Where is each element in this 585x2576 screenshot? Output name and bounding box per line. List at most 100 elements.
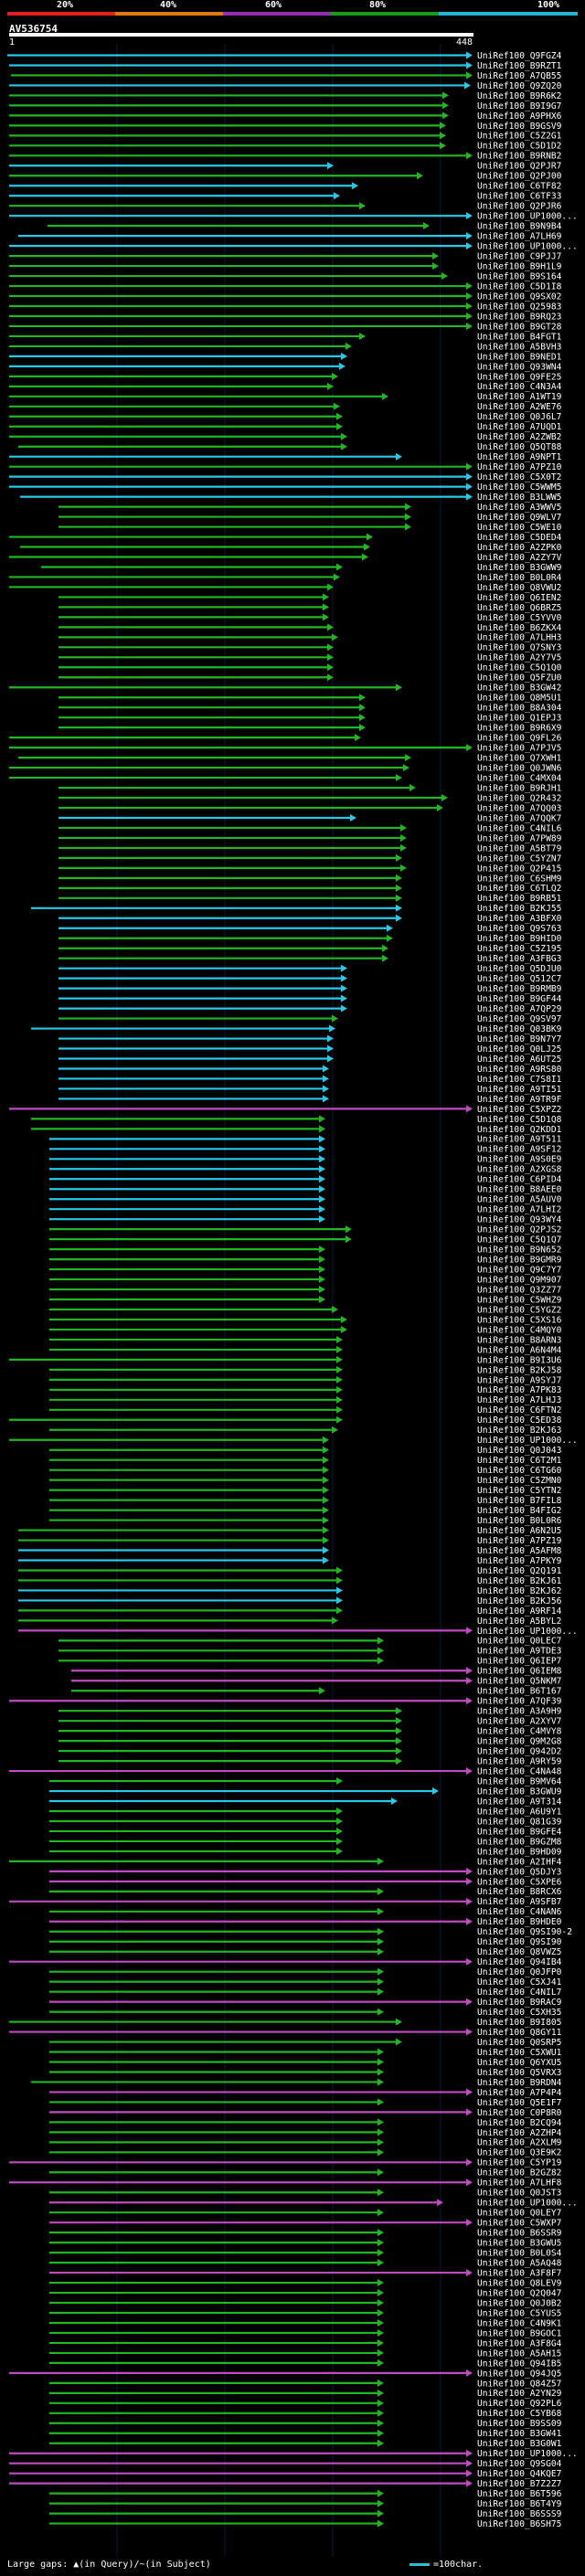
hit-label[interactable]: UniRef100_Q3E9K2 bbox=[477, 2148, 561, 2158]
hit-row[interactable]: UniRef100_C5YZN7 bbox=[58, 853, 562, 864]
hit-label[interactable]: UniRef100_Q03BK9 bbox=[477, 1024, 562, 1034]
hit-row[interactable]: UniRef100_B9GZM8 bbox=[49, 1837, 562, 1847]
hit-row[interactable]: UniRef100_Q0SRP5 bbox=[49, 2038, 561, 2048]
hit-label[interactable]: UniRef100_B9N7Y7 bbox=[477, 1034, 562, 1044]
hit-label[interactable]: UniRef100_A7PJV5 bbox=[477, 744, 561, 754]
hit-label[interactable]: UniRef100_C5Q1Q0 bbox=[477, 663, 562, 673]
hit-row[interactable]: UniRef100_Q3ZZ77 bbox=[49, 1285, 562, 1295]
hit-row[interactable]: UniRef100_C4NIL7 bbox=[49, 1988, 562, 1998]
hit-row[interactable]: UniRef100_Q9SV97 bbox=[58, 1014, 562, 1024]
hit-label[interactable]: UniRef100_B6SSS9 bbox=[477, 2509, 562, 2519]
hit-label[interactable]: UniRef100_B2KJ63 bbox=[477, 1426, 562, 1436]
hit-row[interactable]: UniRef100_Q9SI90-2 bbox=[49, 1927, 572, 1937]
hit-label[interactable]: UniRef100_Q2KDD1 bbox=[477, 1125, 562, 1135]
hit-label[interactable]: UniRef100_A2WE76 bbox=[477, 402, 562, 412]
hit-row[interactable]: UniRef100_Q5NKM7 bbox=[71, 1677, 562, 1687]
hit-label[interactable]: UniRef100_B8A304 bbox=[477, 704, 562, 714]
hit-row[interactable]: UniRef100_B0L0R4 bbox=[9, 573, 562, 583]
hit-label[interactable]: UniRef100_Q3ZZ77 bbox=[477, 1285, 562, 1295]
hit-row[interactable]: UniRef100_C5XPE6 bbox=[49, 1877, 562, 1887]
hit-row[interactable]: UniRef100_C9PJJ7 bbox=[9, 252, 562, 262]
hit-row[interactable]: UniRef100_A9RS80 bbox=[58, 1065, 562, 1075]
hit-label[interactable]: UniRef100_A9RY59 bbox=[477, 1757, 562, 1767]
hit-label[interactable]: UniRef100_A7QQ03 bbox=[477, 803, 562, 813]
hit-row[interactable]: UniRef100_B2KJ62 bbox=[18, 1586, 561, 1596]
hit-row[interactable]: UniRef100_C6SHM9 bbox=[58, 874, 562, 884]
hit-row[interactable]: UniRef100_UP1000... bbox=[18, 1627, 578, 1637]
hit-label[interactable]: UniRef100_A6UT25 bbox=[477, 1055, 561, 1065]
hit-label[interactable]: UniRef100_A7PZ19 bbox=[477, 1536, 562, 1546]
hit-row[interactable]: UniRef100_B9I9G7 bbox=[9, 101, 562, 111]
hit-label[interactable]: UniRef100_A5AQ48 bbox=[477, 2259, 562, 2269]
hit-row[interactable]: UniRef100_C5ED38 bbox=[9, 1415, 562, 1426]
hit-label[interactable]: UniRef100_Q0J043 bbox=[477, 1446, 562, 1456]
hit-label[interactable]: UniRef100_A9S0E9 bbox=[477, 1155, 562, 1165]
hit-row[interactable]: UniRef100_Q512C7 bbox=[58, 974, 562, 984]
hit-row[interactable]: UniRef100_C6TF82 bbox=[9, 182, 561, 192]
hit-row[interactable]: UniRef100_B9R6K2 bbox=[9, 91, 561, 101]
hit-row[interactable]: UniRef100_C5XJ41 bbox=[49, 1977, 562, 1988]
hit-row[interactable]: UniRef100_Q94IB5 bbox=[49, 2359, 561, 2369]
hit-label[interactable]: UniRef100_A3F8F7 bbox=[477, 2268, 562, 2278]
hit-label[interactable]: UniRef100_A2ZY7V bbox=[477, 553, 562, 563]
hit-label[interactable]: UniRef100_Q2PJR7 bbox=[477, 162, 562, 172]
hit-row[interactable]: UniRef100_Q9S763 bbox=[58, 924, 562, 934]
hit-label[interactable]: UniRef100_B9R6X9 bbox=[477, 724, 562, 734]
hit-row[interactable]: UniRef100_A2ZPK0 bbox=[20, 543, 562, 553]
hit-label[interactable]: UniRef100_UP1000... bbox=[477, 2199, 578, 2209]
hit-row[interactable]: UniRef100_B3GWW9 bbox=[41, 563, 562, 573]
hit-label[interactable]: UniRef100_A9SF12 bbox=[477, 1145, 561, 1155]
hit-row[interactable]: UniRef100_B9HD09 bbox=[49, 1847, 562, 1857]
hit-row[interactable]: UniRef100_A7LHH3 bbox=[58, 633, 562, 643]
hit-row[interactable]: UniRef100_C5WHZ9 bbox=[49, 1295, 562, 1305]
hit-row[interactable]: UniRef100_A7LHI2 bbox=[49, 1205, 561, 1215]
hit-row[interactable]: UniRef100_A9NPT1 bbox=[9, 452, 562, 462]
hit-label[interactable]: UniRef100_B0L0S4 bbox=[477, 2249, 562, 2259]
hit-row[interactable]: UniRef100_B2GZ82 bbox=[49, 2168, 561, 2178]
hit-row[interactable]: UniRef100_Q9FL26 bbox=[9, 734, 562, 744]
hit-row[interactable]: UniRef100_B3GW42 bbox=[9, 684, 561, 694]
hit-label[interactable]: UniRef100_A2ZPK0 bbox=[477, 543, 562, 553]
hit-label[interactable]: UniRef100_B9I805 bbox=[477, 2018, 561, 2028]
hit-label[interactable]: UniRef100_B6SSR9 bbox=[477, 2229, 562, 2239]
hit-row[interactable]: UniRef100_A7QB55 bbox=[11, 71, 561, 81]
hit-row[interactable]: UniRef100_B7Z2Z7 bbox=[9, 2479, 562, 2489]
hit-row[interactable]: UniRef100_B3GW41 bbox=[49, 2429, 562, 2439]
hit-label[interactable]: UniRef100_C5D1D2 bbox=[477, 142, 561, 152]
hit-label[interactable]: UniRef100_A5AH15 bbox=[477, 2348, 561, 2359]
hit-row[interactable]: UniRef100_B4FIG2 bbox=[49, 1506, 561, 1516]
hit-row[interactable]: UniRef100_Q9WLV7 bbox=[58, 513, 562, 523]
hit-row[interactable]: UniRef100_C5D1D2 bbox=[9, 142, 561, 152]
hit-label[interactable]: UniRef100_B0L0R4 bbox=[477, 573, 562, 583]
hit-row[interactable]: UniRef100_A9TI51 bbox=[58, 1085, 562, 1095]
hit-label[interactable]: UniRef100_C4NIL7 bbox=[477, 1988, 562, 1998]
hit-label[interactable]: UniRef100_Q512C7 bbox=[477, 974, 562, 984]
hit-row[interactable]: UniRef100_A9PHX6 bbox=[9, 111, 562, 122]
hit-row[interactable]: UniRef100_Q2PJS2 bbox=[49, 1225, 561, 1235]
hit-row[interactable]: UniRef100_A7PZ19 bbox=[18, 1536, 562, 1546]
hit-label[interactable]: UniRef100_A3F8G4 bbox=[477, 2338, 562, 2348]
hit-label[interactable]: UniRef100_A2Y7V5 bbox=[477, 653, 561, 663]
hit-label[interactable]: UniRef100_C4NAN6 bbox=[477, 1907, 562, 1917]
hit-label[interactable]: UniRef100_B7FIL8 bbox=[477, 1496, 562, 1506]
hit-label[interactable]: UniRef100_B9N9B4 bbox=[477, 222, 562, 232]
hit-label[interactable]: UniRef100_C5ZMN0 bbox=[477, 1476, 562, 1486]
hit-label[interactable]: UniRef100_B9SS09 bbox=[477, 2419, 562, 2429]
hit-label[interactable]: UniRef100_B0L0R6 bbox=[477, 1516, 562, 1526]
hit-row[interactable]: UniRef100_B9GMR9 bbox=[49, 1256, 562, 1266]
hit-row[interactable]: UniRef100_C4N3A4 bbox=[9, 382, 562, 392]
hit-row[interactable]: UniRef100_B9HDE0 bbox=[49, 1917, 562, 1927]
hit-row[interactable]: UniRef100_B9N652 bbox=[49, 1246, 561, 1256]
hit-label[interactable]: UniRef100_Q6IEN2 bbox=[477, 593, 561, 603]
hit-label[interactable]: UniRef100_C0P8R0 bbox=[477, 2108, 562, 2118]
hit-row[interactable]: UniRef100_Q2Q047 bbox=[49, 2288, 562, 2298]
hit-row[interactable]: UniRef100_A2ZY7V bbox=[9, 553, 562, 563]
hit-label[interactable]: UniRef100_UP1000... bbox=[477, 212, 578, 222]
hit-label[interactable]: UniRef100_Q0JFP0 bbox=[477, 1967, 562, 1977]
hit-row[interactable]: UniRef100_A9RY59 bbox=[58, 1757, 562, 1767]
hit-label[interactable]: UniRef100_A5BT79 bbox=[477, 843, 562, 853]
hit-label[interactable]: UniRef100_Q0LEY7 bbox=[477, 2209, 562, 2219]
hit-row[interactable]: UniRef100_Q92PL6 bbox=[49, 2399, 562, 2409]
hit-row[interactable]: UniRef100_C5WE10 bbox=[58, 523, 562, 533]
hit-row[interactable]: UniRef100_Q25983 bbox=[9, 302, 562, 312]
